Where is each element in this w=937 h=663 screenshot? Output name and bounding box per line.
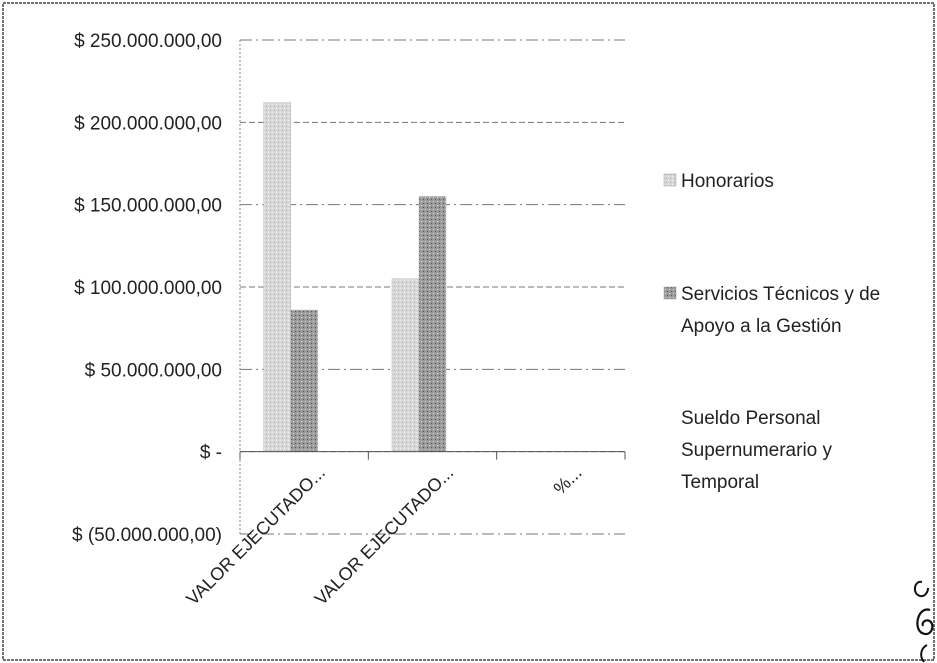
bar xyxy=(290,309,318,452)
legend-label: Honorarios xyxy=(681,171,774,192)
legend-label: Servicios Técnicos y de Apoyo a la Gestió… xyxy=(681,284,880,337)
legend-label: Sueldo Personal Supernumerario y Temporal xyxy=(681,408,833,493)
y-tick-label: $ - xyxy=(200,443,222,464)
bar xyxy=(391,278,420,452)
bar xyxy=(418,196,447,452)
y-tick-label: $ 150.000.000,00 xyxy=(74,196,222,217)
y-tick-label: $ 200.000.000,00 xyxy=(74,113,222,134)
y-tick-label: $ 50.000.000,00 xyxy=(85,360,222,381)
y-tick-label: $ 100.000.000,00 xyxy=(74,278,222,299)
x-tick-label: %... xyxy=(550,462,586,498)
handwritten-signature xyxy=(914,580,934,663)
legend-swatch xyxy=(663,286,677,300)
legend-swatch xyxy=(663,173,677,187)
bar xyxy=(263,102,291,452)
x-tick-label: VALOR EJECUTADO... xyxy=(311,462,458,609)
y-tick-label: $ 250.000.000,00 xyxy=(74,31,222,52)
y-tick-label: $ (50.000.000,00) xyxy=(72,525,222,546)
